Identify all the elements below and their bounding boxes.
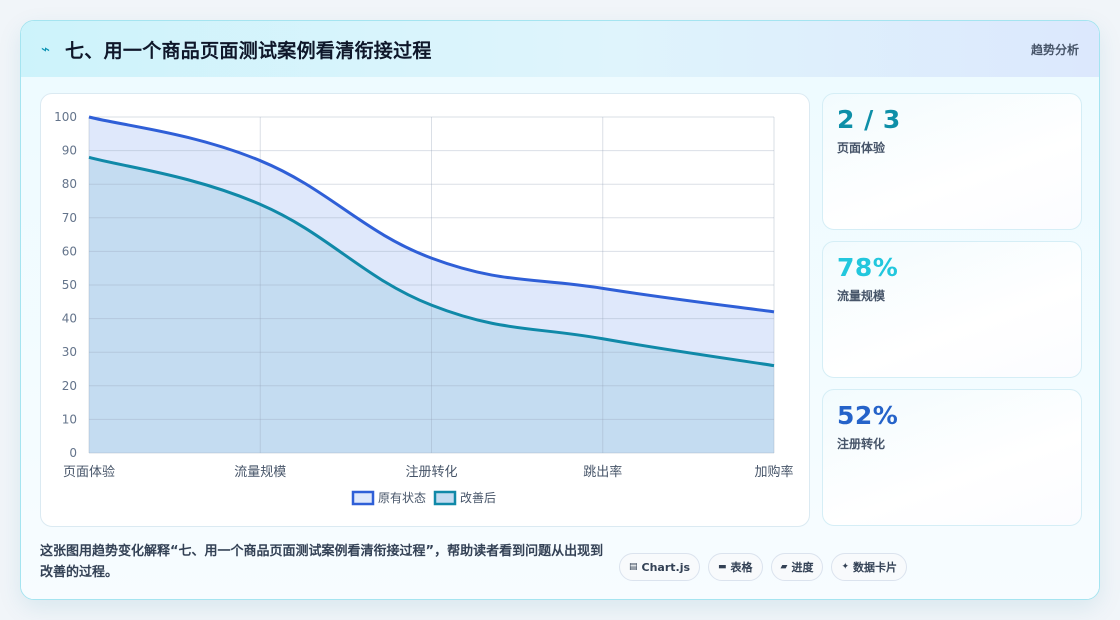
legend-swatch — [433, 490, 457, 506]
chart-description: 这张图用趋势变化解释“七、用一个商品页面测试案例看清衔接过程”，帮助读者看到问题… — [40, 544, 604, 580]
line-chart: 0 10 20 30 40 50 60 70 80 90 100 页面体验 流量规模 注册转化 跳出率 加购率… — [54, 110, 794, 506]
kpi-value: 78% — [837, 253, 899, 282]
x-tick-label: 页面体验 — [63, 464, 115, 480]
legend-swatch — [351, 490, 375, 506]
kpi-value: 2 / 3 — [837, 105, 901, 134]
y-tick-label: 100 — [54, 110, 77, 124]
y-tick-label: 60 — [62, 244, 77, 258]
table-icon: ▬ — [718, 562, 727, 572]
kpi-card: 52% 注册转化 — [822, 389, 1082, 526]
series-line-1 — [88, 155, 775, 368]
kpi-card: 2 / 3 页面体验 — [822, 93, 1082, 230]
y-tick-label: 20 — [62, 379, 77, 393]
sparkle-icon: ✦ — [841, 562, 850, 572]
page-title: 七、用一个商品页面测试案例看清衔接过程 — [65, 39, 432, 62]
chip-label: Chart.js — [641, 560, 691, 574]
chart-panel: 0 10 20 30 40 50 60 70 80 90 100 页面体验 流量规模 注册转化 跳出率 加购率… — [40, 93, 810, 527]
y-tick-label: 10 — [62, 412, 77, 426]
chip-data-card[interactable]: ✦ 数据卡片 — [831, 553, 908, 581]
chip-label: 进度 — [791, 561, 814, 574]
chart-icon: ▤ — [629, 562, 638, 572]
legend-label: 改善后 — [460, 490, 496, 505]
progress-icon: ▰ — [780, 562, 788, 572]
chip-chartjs[interactable]: ▤ Chart.js — [619, 553, 701, 581]
y-tick-label: 0 — [69, 446, 77, 460]
kpi-label: 注册转化 — [837, 437, 886, 451]
y-tick-label: 80 — [62, 177, 77, 191]
x-tick-label: 注册转化 — [405, 465, 457, 480]
header-tag: 趋势分析 — [1030, 42, 1079, 57]
chip-label: 数据卡片 — [853, 561, 898, 574]
y-tick-label: 50 — [62, 278, 77, 292]
chip-table[interactable]: ▬ 表格 — [708, 553, 763, 581]
trend-icon: ⌁ — [41, 40, 51, 58]
x-tick-label: 加购率 — [754, 464, 793, 480]
y-tick-label: 70 — [62, 211, 77, 225]
legend-label: 原有状态 — [378, 491, 426, 505]
kpi-card: 78% 流量规模 — [822, 241, 1082, 378]
tech-chips: ▤ Chart.js ▬ 表格 ▰ 进度 ✦ 数据卡片 — [619, 553, 908, 581]
kpi-label: 页面体验 — [837, 141, 886, 155]
card-header: ⌁ 七、用一个商品页面测试案例看清衔接过程 趋势分析 — [21, 21, 1099, 77]
kpi-label: 流量规模 — [837, 289, 886, 303]
series-line-0 — [88, 115, 775, 314]
report-card: ⌁ 七、用一个商品页面测试案例看清衔接过程 趋势分析 0 10 20 30 40 50 60… — [20, 20, 1100, 600]
y-tick-label: 40 — [62, 312, 77, 326]
kpi-value: 52% — [837, 401, 899, 430]
y-tick-label: 90 — [62, 144, 77, 158]
x-tick-label: 流量规模 — [234, 465, 286, 480]
chip-progress[interactable]: ▰ 进度 — [770, 553, 824, 581]
y-tick-label: 30 — [62, 345, 77, 359]
chip-label: 表格 — [730, 561, 753, 574]
x-tick-label: 跳出率 — [583, 464, 622, 480]
